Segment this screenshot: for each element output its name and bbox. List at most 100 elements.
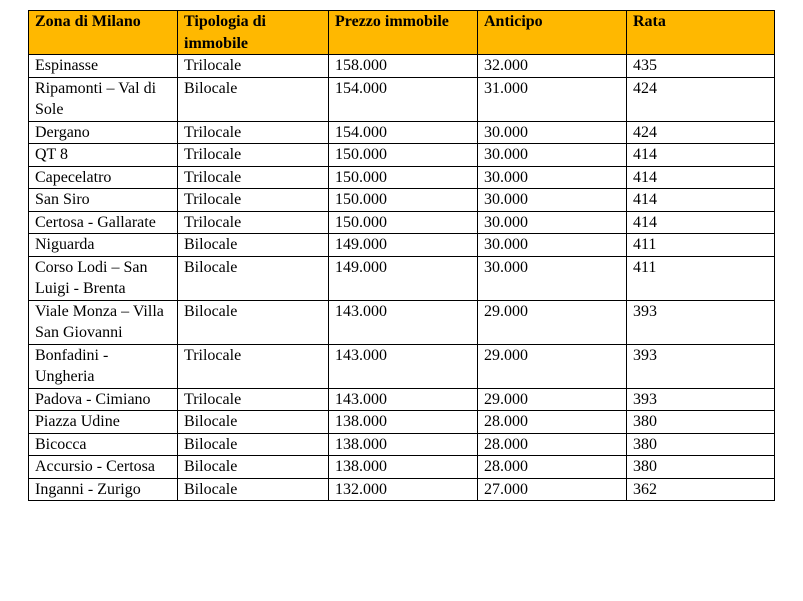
table-row: Dergano Trilocale 154.000 30.000 424 [28, 120, 775, 144]
table-row: Corso Lodi – San Luigi - Brenta Bilocale 1… [28, 255, 775, 301]
cell-tipologia: Bilocale [177, 432, 329, 456]
cell-tipologia: Trilocale [177, 120, 329, 144]
table-row: Accursio - Certosa Bilocale 138.000 28.000 3… [28, 455, 775, 479]
cell-rata: 414 [626, 210, 775, 234]
cell-rata: 424 [626, 120, 775, 144]
header-prezzo: Prezzo immobile [328, 10, 478, 55]
cell-rata: 414 [626, 188, 775, 212]
cell-prezzo: 150.000 [328, 210, 478, 234]
cell-rata: 380 [626, 432, 775, 456]
cell-anticipo: 32.000 [477, 54, 627, 78]
cell-anticipo: 29.000 [477, 343, 627, 389]
cell-tipologia: Trilocale [177, 54, 329, 78]
table-row: San Siro Trilocale 150.000 30.000 414 [28, 188, 775, 212]
cell-prezzo: 138.000 [328, 432, 478, 456]
cell-rata: 411 [626, 255, 775, 301]
cell-anticipo: 29.000 [477, 299, 627, 345]
cell-zona: Accursio - Certosa [28, 455, 178, 479]
table-row: Viale Monza – Villa San Giovanni Bilocale… [28, 299, 775, 345]
cell-prezzo: 154.000 [328, 120, 478, 144]
table-body: Espinasse Trilocale 158.000 32.000 435 Ripamo… [28, 54, 775, 501]
cell-zona: Bonfadini - Ungheria [28, 343, 178, 389]
table-row: Inganni - Zurigo Bilocale 132.000 27.000 362 [28, 477, 775, 501]
cell-zona: Piazza Udine [28, 410, 178, 434]
cell-tipologia: Bilocale [177, 233, 329, 257]
cell-tipologia: Bilocale [177, 255, 329, 301]
cell-anticipo: 28.000 [477, 410, 627, 434]
cell-prezzo: 150.000 [328, 143, 478, 167]
cell-prezzo: 143.000 [328, 387, 478, 411]
cell-zona: San Siro [28, 188, 178, 212]
cell-tipologia: Trilocale [177, 188, 329, 212]
cell-tipologia: Bilocale [177, 76, 329, 122]
cell-tipologia: Bilocale [177, 477, 329, 501]
cell-anticipo: 30.000 [477, 120, 627, 144]
cell-prezzo: 149.000 [328, 255, 478, 301]
cell-tipologia: Trilocale [177, 210, 329, 234]
cell-zona: Ripamonti – Val di Sole [28, 76, 178, 122]
cell-rata: 380 [626, 455, 775, 479]
cell-rata: 393 [626, 299, 775, 345]
cell-tipologia: Trilocale [177, 387, 329, 411]
cell-rata: 362 [626, 477, 775, 501]
cell-zona: Niguarda [28, 233, 178, 257]
cell-prezzo: 138.000 [328, 455, 478, 479]
table-header: Zona di Milano Tipologia di immobile Pre… [28, 10, 775, 55]
table-row: Espinasse Trilocale 158.000 32.000 435 [28, 54, 775, 78]
table-row: Bicocca Bilocale 138.000 28.000 380 [28, 432, 775, 456]
cell-anticipo: 27.000 [477, 477, 627, 501]
milano-prices-table: Zona di Milano Tipologia di immobile Pre… [28, 10, 775, 501]
cell-rata: 414 [626, 165, 775, 189]
data-table-container: Zona di Milano Tipologia di immobile Pre… [28, 10, 775, 501]
header-rata: Rata [626, 10, 775, 55]
cell-prezzo: 154.000 [328, 76, 478, 122]
cell-prezzo: 143.000 [328, 343, 478, 389]
cell-anticipo: 30.000 [477, 210, 627, 234]
cell-anticipo: 28.000 [477, 455, 627, 479]
cell-rata: 435 [626, 54, 775, 78]
cell-anticipo: 28.000 [477, 432, 627, 456]
cell-rata: 393 [626, 387, 775, 411]
header-row: Zona di Milano Tipologia di immobile Pre… [28, 10, 775, 55]
cell-prezzo: 143.000 [328, 299, 478, 345]
cell-zona: Padova - Cimiano [28, 387, 178, 411]
table-row: Padova - Cimiano Trilocale 143.000 29.000 39… [28, 387, 775, 411]
header-tipologia: Tipologia di immobile [177, 10, 329, 55]
table-row: Bonfadini - Ungheria Trilocale 143.000 29.0… [28, 343, 775, 389]
header-anticipo: Anticipo [477, 10, 627, 55]
cell-anticipo: 30.000 [477, 233, 627, 257]
cell-anticipo: 30.000 [477, 143, 627, 167]
cell-zona: Espinasse [28, 54, 178, 78]
cell-rata: 411 [626, 233, 775, 257]
cell-zona: Corso Lodi – San Luigi - Brenta [28, 255, 178, 301]
cell-zona: Inganni - Zurigo [28, 477, 178, 501]
cell-tipologia: Trilocale [177, 143, 329, 167]
table-row: Certosa - Gallarate Trilocale 150.000 30.00… [28, 210, 775, 234]
cell-anticipo: 30.000 [477, 255, 627, 301]
header-zona: Zona di Milano [28, 10, 178, 55]
cell-tipologia: Trilocale [177, 343, 329, 389]
cell-prezzo: 150.000 [328, 188, 478, 212]
cell-zona: Viale Monza – Villa San Giovanni [28, 299, 178, 345]
cell-tipologia: Trilocale [177, 165, 329, 189]
cell-zona: Bicocca [28, 432, 178, 456]
cell-prezzo: 132.000 [328, 477, 478, 501]
cell-rata: 424 [626, 76, 775, 122]
cell-rata: 393 [626, 343, 775, 389]
cell-prezzo: 158.000 [328, 54, 478, 78]
cell-tipologia: Bilocale [177, 410, 329, 434]
cell-prezzo: 138.000 [328, 410, 478, 434]
cell-anticipo: 31.000 [477, 76, 627, 122]
table-row: Ripamonti – Val di Sole Bilocale 154.000 31… [28, 76, 775, 122]
cell-tipologia: Bilocale [177, 299, 329, 345]
cell-zona: Dergano [28, 120, 178, 144]
cell-rata: 380 [626, 410, 775, 434]
table-row: QT 8 Trilocale 150.000 30.000 414 [28, 143, 775, 167]
cell-prezzo: 149.000 [328, 233, 478, 257]
cell-tipologia: Bilocale [177, 455, 329, 479]
cell-anticipo: 30.000 [477, 188, 627, 212]
table-row: Piazza Udine Bilocale 138.000 28.000 380 [28, 410, 775, 434]
table-row: Capecelatro Trilocale 150.000 30.000 414 [28, 165, 775, 189]
cell-zona: Capecelatro [28, 165, 178, 189]
cell-anticipo: 30.000 [477, 165, 627, 189]
